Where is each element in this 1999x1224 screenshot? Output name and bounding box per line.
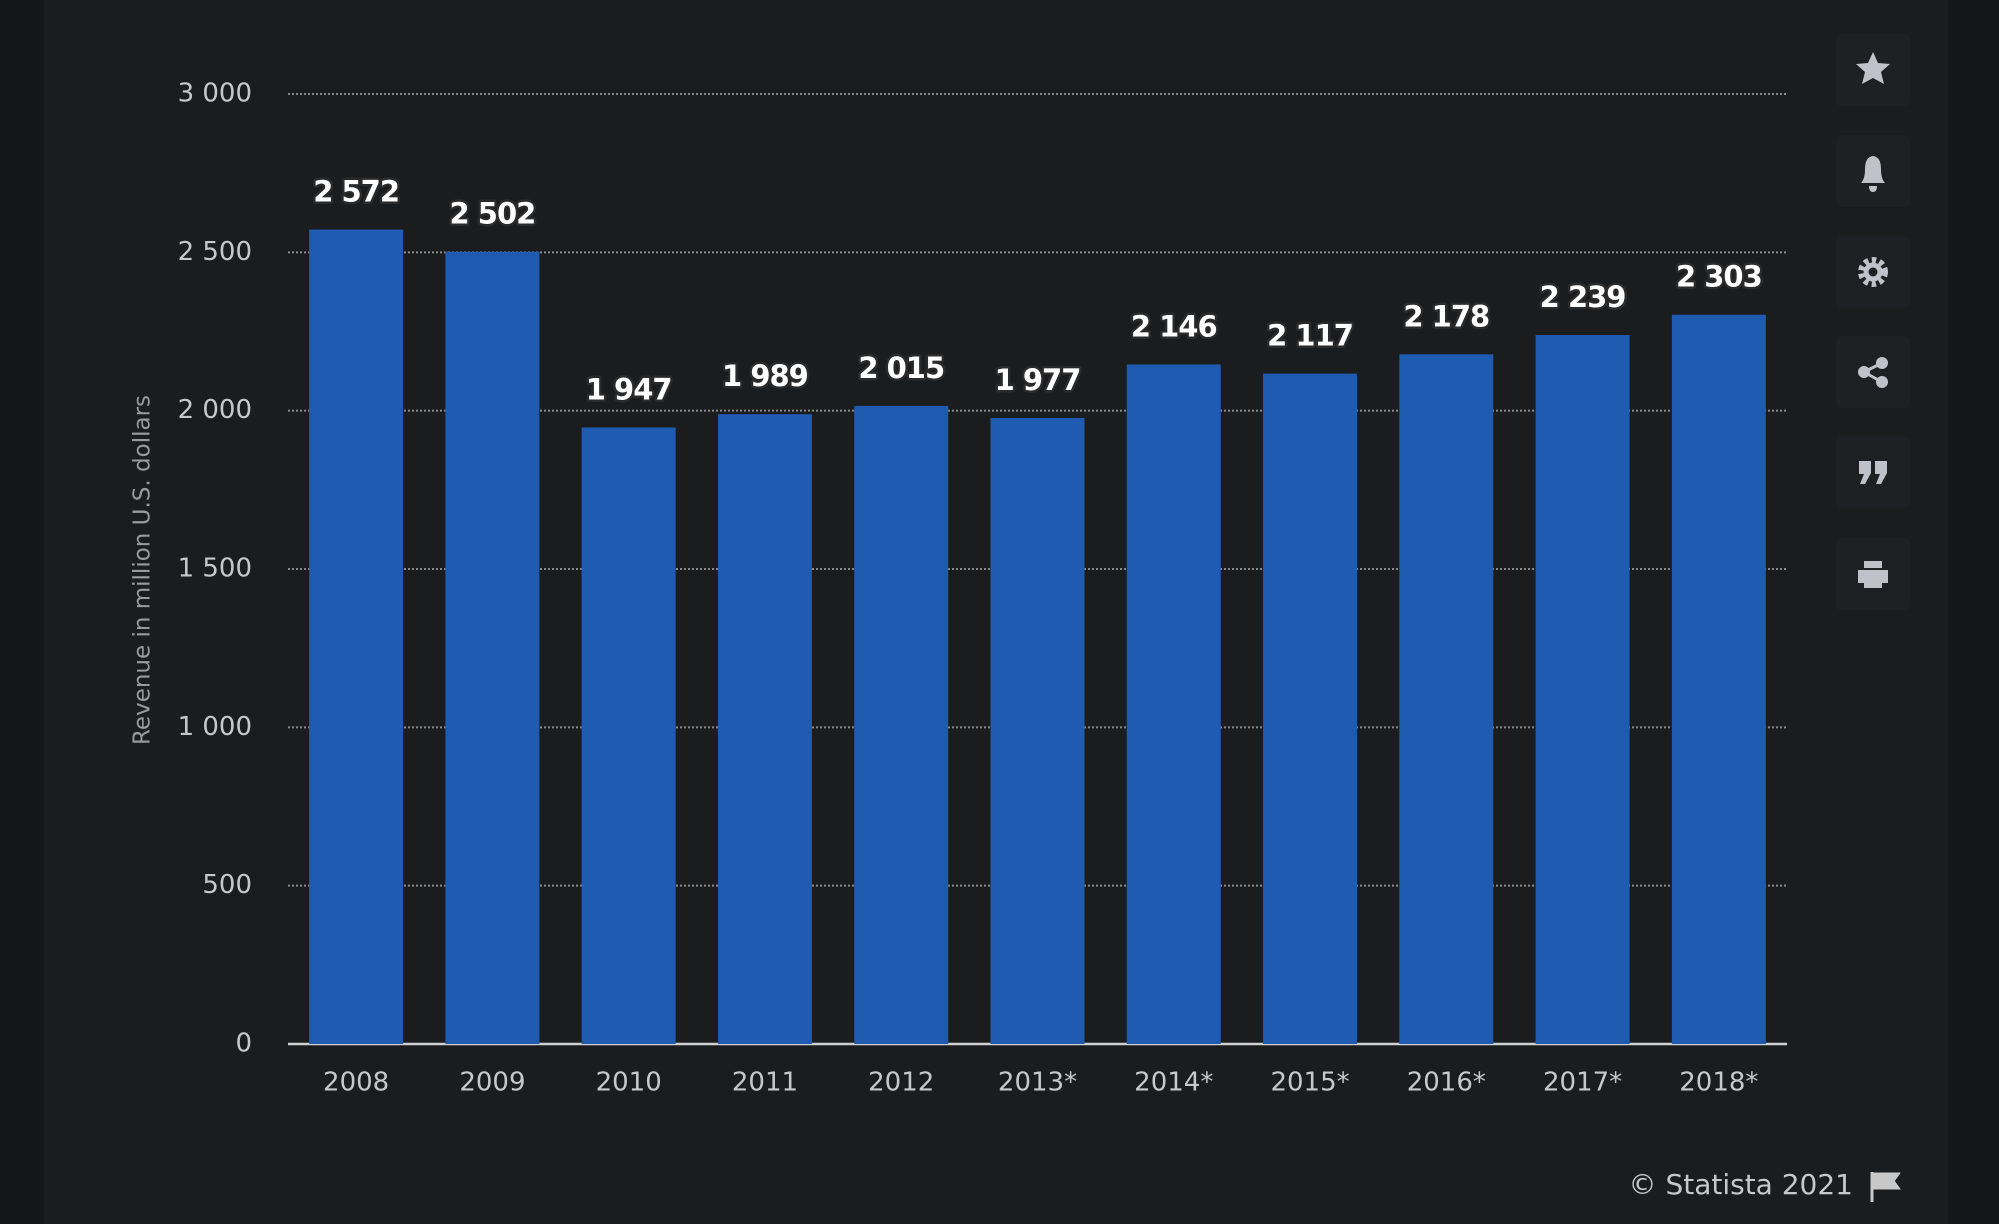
bar bbox=[309, 229, 404, 1045]
bar bbox=[1399, 354, 1494, 1044]
bell-icon bbox=[1861, 156, 1885, 192]
y-axis-label: Revenue in million U.S. dollars bbox=[130, 395, 156, 745]
bar bbox=[854, 405, 949, 1045]
x-tick-label: 2016* bbox=[1407, 1068, 1486, 1098]
value-label: 2 117 bbox=[1267, 319, 1353, 353]
x-tick-label: 2010 bbox=[596, 1068, 662, 1098]
value-label: 2 178 bbox=[1403, 299, 1489, 333]
gear-icon bbox=[1863, 262, 1883, 282]
y-tick-label: 1 000 bbox=[178, 712, 252, 742]
bar bbox=[990, 417, 1085, 1044]
bar bbox=[581, 427, 676, 1044]
x-tick-label: 2009 bbox=[459, 1068, 525, 1098]
cite-button[interactable] bbox=[1836, 436, 1910, 508]
value-label: 1 989 bbox=[722, 359, 808, 393]
bar bbox=[1535, 334, 1630, 1044]
y-tick-label: 3 000 bbox=[178, 79, 252, 109]
bar bbox=[1671, 314, 1766, 1044]
value-label: 2 239 bbox=[1540, 280, 1626, 314]
side-strip bbox=[0, 0, 44, 1224]
value-label: 2 502 bbox=[450, 197, 536, 231]
value-label: 2 015 bbox=[858, 351, 944, 385]
y-tick-label: 0 bbox=[235, 1029, 252, 1059]
quote-icon bbox=[1859, 461, 1887, 484]
value-label: 1 977 bbox=[995, 363, 1081, 397]
x-tick-label: 2018* bbox=[1679, 1068, 1758, 1098]
y-tick-label: 500 bbox=[202, 870, 252, 900]
x-tick-label: 2017* bbox=[1543, 1068, 1622, 1098]
y-tick-label: 1 500 bbox=[178, 554, 252, 584]
star-icon bbox=[1856, 52, 1890, 84]
y-tick-label: 2 500 bbox=[178, 237, 252, 267]
credit: © Statista 2021 bbox=[1629, 1168, 1853, 1201]
bar bbox=[1263, 373, 1358, 1044]
gear-icon bbox=[1858, 257, 1888, 287]
x-tick-label: 2013* bbox=[998, 1068, 1077, 1098]
toolbar bbox=[1836, 34, 1910, 610]
share-button[interactable] bbox=[1836, 336, 1910, 408]
x-tick-label: 2015* bbox=[1270, 1068, 1349, 1098]
x-tick-label: 2008 bbox=[323, 1068, 389, 1098]
share-icon bbox=[1858, 357, 1888, 388]
bar bbox=[717, 414, 812, 1044]
value-label: 1 947 bbox=[586, 372, 672, 406]
value-label: 2 146 bbox=[1131, 309, 1217, 343]
settings-button[interactable] bbox=[1836, 236, 1910, 308]
flag-icon[interactable] bbox=[1870, 1172, 1901, 1202]
y-tick-label: 2 000 bbox=[178, 395, 252, 425]
x-tick-label: 2012 bbox=[868, 1068, 934, 1098]
x-tick-label: 2011 bbox=[732, 1068, 798, 1098]
bar bbox=[445, 251, 540, 1044]
bar bbox=[1126, 364, 1221, 1044]
x-tick-label: 2014* bbox=[1134, 1068, 1213, 1098]
value-label: 2 572 bbox=[313, 175, 399, 209]
printer-icon bbox=[1858, 561, 1888, 588]
side-strip bbox=[1948, 0, 1999, 1224]
value-label: 2 303 bbox=[1676, 260, 1762, 294]
